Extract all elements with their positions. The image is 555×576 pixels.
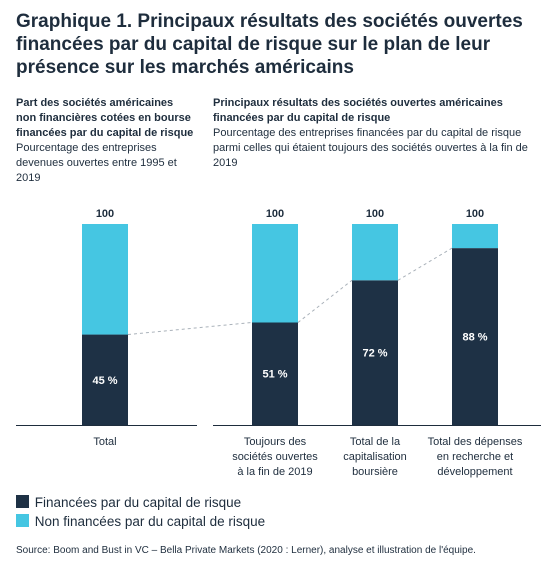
left-panel-subtitle: Part des sociétés américaines non financ… [16, 96, 196, 186]
right-panel-subheading: Pourcentage des entreprises financées pa… [213, 127, 528, 169]
x-tick-label: en recherche et [437, 451, 513, 463]
connector-line [127, 321, 253, 336]
chart-title: Graphique 1. Principaux résultats des so… [16, 11, 523, 78]
x-tick-label: Total de la [350, 436, 401, 448]
x-tick-label: sociétés ouvertes [232, 451, 318, 463]
legend-swatch-vc [16, 495, 29, 508]
source-note: Source: Boom and Bust in VC – Bella Priv… [16, 545, 476, 556]
right-panel-subtitle: Principaux résultats des sociétés ouvert… [213, 96, 533, 171]
connector-line [297, 279, 353, 323]
x-tick-label: Total [93, 436, 116, 448]
bar-non-vc [82, 224, 128, 335]
bar-non-vc [352, 224, 398, 281]
legend-label-non-vc: Non financées par du capital de risque [34, 514, 266, 529]
bar-non-vc [452, 224, 498, 249]
legend-label-vc: Financées par du capital de risque [34, 495, 242, 510]
legend-item-non-vc: Non financées par du capital de risque [16, 514, 265, 529]
bar-total-label: 100 [466, 208, 484, 220]
x-tick-label: Toujours des [244, 436, 307, 448]
x-tick-label: Total des dépenses [428, 436, 523, 448]
bar-non-vc [252, 224, 298, 323]
bar-value-label: 51 % [262, 369, 287, 381]
bar-vc [252, 322, 298, 425]
x-tick-label: développement [437, 466, 512, 478]
bar-total-label: 100 [266, 208, 284, 220]
bar-value-label: 72 % [362, 348, 387, 360]
left-panel-subheading: Pourcentage des entreprises devenues ouv… [16, 142, 177, 184]
bar-total-label: 100 [96, 208, 114, 220]
bar-value-label: 45 % [92, 375, 117, 387]
x-tick-label: boursière [352, 466, 398, 478]
right-panel-heading: Principaux résultats des sociétés ouvert… [213, 97, 503, 124]
bar-vc [82, 334, 128, 425]
bar-total-label: 100 [366, 208, 384, 220]
x-tick-label: à la fin de 2019 [237, 466, 312, 478]
connector-line [397, 247, 453, 281]
legend-swatch-non-vc [16, 514, 29, 527]
bar-value-label: 88 % [462, 332, 487, 344]
bar-vc [352, 280, 398, 425]
left-panel-heading: Part des sociétés américaines non financ… [16, 97, 194, 139]
bar-vc [452, 248, 498, 425]
legend-item-vc: Financées par du capital de risque [16, 495, 241, 510]
x-tick-label: capitalisation [343, 451, 407, 463]
